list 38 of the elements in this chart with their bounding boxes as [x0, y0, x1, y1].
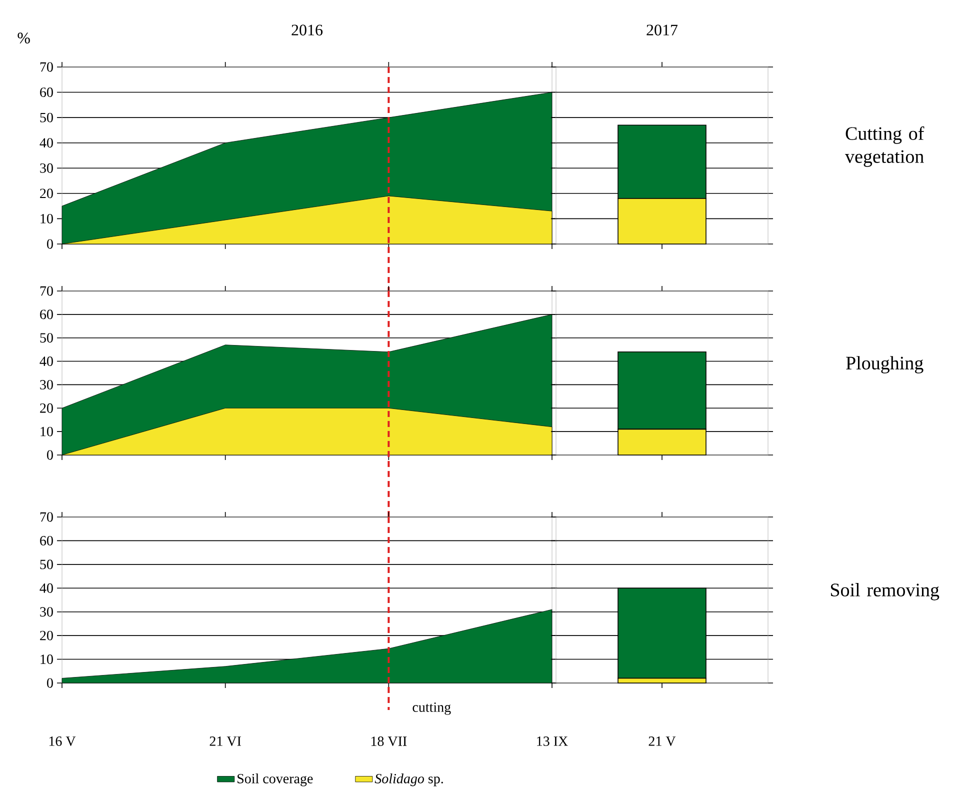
y-tick-label: 20	[40, 403, 53, 413]
x-tick-label: 16 V	[49, 736, 76, 746]
y-tick-label: 10	[40, 654, 53, 664]
x-tick-label: 13 IX	[537, 736, 568, 746]
y-tick-label: 50	[40, 333, 53, 343]
y-tick-label: 40	[40, 583, 53, 593]
y-tick-label: 60	[40, 88, 53, 97]
y-tick-label: 0	[47, 450, 53, 460]
y-tick-label: 70	[40, 62, 53, 72]
y-tick-label: 0	[47, 678, 53, 688]
y-tick-label: 30	[40, 163, 53, 173]
x-tick-label: 18 VII	[371, 736, 407, 746]
y-tick-label: 50	[40, 112, 53, 122]
chart-title: 2016	[292, 24, 323, 36]
y-tick-label: 70	[40, 286, 53, 296]
y-tick-label: 70	[40, 512, 53, 522]
y-tick-label: 10	[40, 214, 53, 224]
ref-line-label: cutting	[412, 702, 451, 715]
chart-title: 2017	[646, 24, 678, 36]
text: Ploughing	[846, 356, 924, 374]
y-tick-label: 0	[47, 239, 53, 249]
x-tick-label: 21 VI	[210, 736, 241, 746]
text: Soil removing	[830, 583, 940, 600]
y-tick-label: 40	[40, 356, 53, 366]
y-tick-label: 50	[40, 560, 53, 570]
legend-label: Solidago sp.	[374, 773, 443, 786]
legend-label: Soil coverage	[238, 773, 313, 786]
y-tick-label: 30	[40, 607, 53, 617]
y-tick-label: 60	[40, 310, 53, 320]
y-tick-label: 20	[40, 630, 53, 640]
y-tick-label: 40	[40, 138, 53, 148]
text: Cutting of vegetation	[845, 126, 924, 167]
y-tick-label: 30	[40, 380, 53, 390]
y-axis-title: %	[18, 32, 30, 44]
x-tick-label: 21 V	[648, 736, 676, 746]
y-tick-label: 60	[40, 536, 53, 546]
y-tick-label: 10	[40, 426, 53, 436]
y-tick-label: 20	[40, 188, 53, 198]
